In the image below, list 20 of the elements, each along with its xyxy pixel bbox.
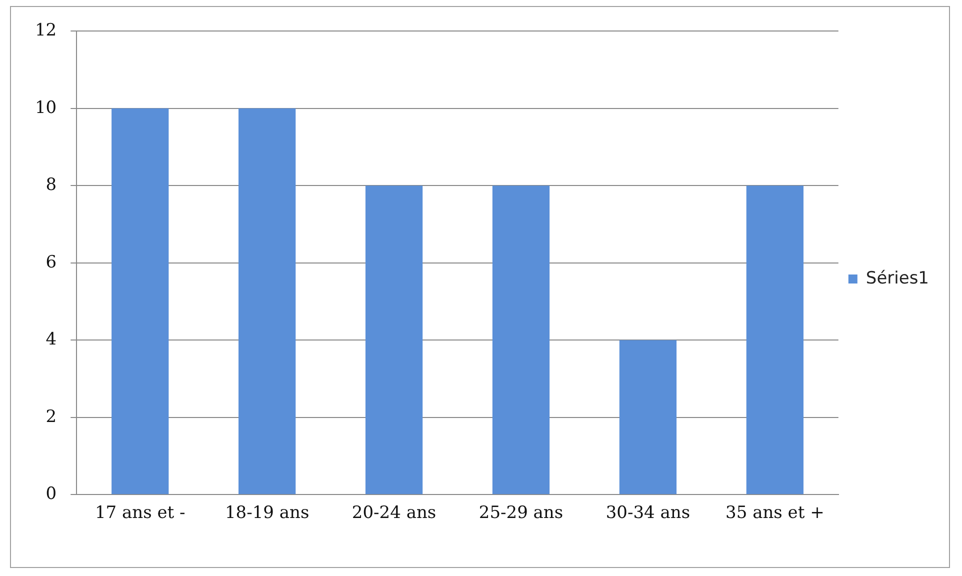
legend-label: Séries1 (866, 268, 930, 288)
bar (238, 108, 296, 494)
y-tick-label: 12 (34, 20, 57, 41)
bar (619, 340, 677, 494)
y-tick-label: 4 (46, 330, 57, 350)
y-tick-label: 2 (46, 406, 57, 427)
y-tick-label: 0 (46, 484, 57, 504)
x-tick-label: 30-34 ans (606, 503, 690, 524)
bar (365, 186, 423, 494)
x-tick-label: 25-29 ans (478, 503, 564, 524)
x-tick-label: 35 ans et + (726, 503, 824, 524)
x-tick-label: 20-24 ans (352, 503, 436, 524)
x-tick-label: 17 ans et - (94, 503, 186, 524)
y-tick-label: 6 (46, 252, 57, 272)
bar (746, 186, 804, 494)
y-tick-label: 8 (46, 175, 57, 196)
bar (112, 108, 169, 494)
y-tick-label: 10 (34, 98, 57, 118)
bar (492, 186, 550, 494)
x-tick-label: 18-19 ans (224, 503, 310, 524)
